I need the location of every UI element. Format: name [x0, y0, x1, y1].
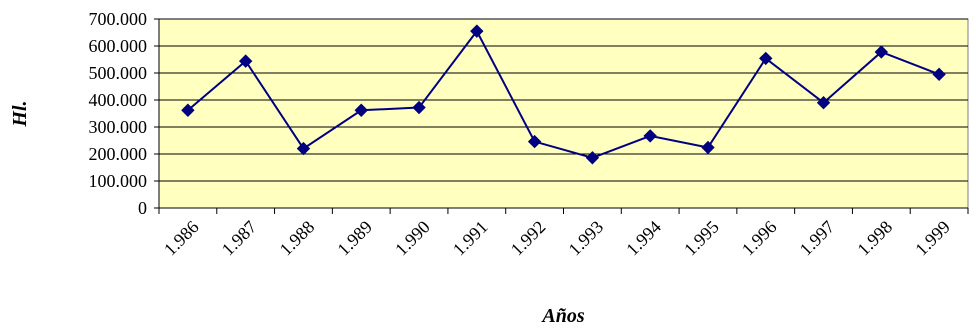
y-axis-ticks: 0 100.000 200.000 300.000 400.000 500.000 600.… — [89, 9, 159, 218]
data-point-marker — [759, 51, 773, 66]
x-axis-ticks: 1.986 1.987 1.988 1.989 1.990 1.991 1.992 1.993… — [158, 208, 969, 260]
data-point-marker — [527, 134, 542, 149]
y-tick-label: 300.000 — [89, 117, 148, 137]
x-tick-label: 1.997 — [796, 217, 839, 260]
x-tick-label: 1.996 — [738, 217, 781, 260]
data-point-marker — [412, 100, 426, 115]
x-tick-label: 1.992 — [507, 217, 550, 260]
data-point-marker — [874, 45, 889, 59]
x-tick-label: 1.988 — [276, 217, 319, 260]
data-point-marker — [470, 24, 484, 38]
data-point-marker — [585, 151, 600, 165]
data-point-marker — [643, 129, 657, 143]
y-tick-label: 200.000 — [89, 144, 148, 164]
data-point-marker — [296, 141, 311, 156]
plot-area — [158, 18, 969, 209]
x-tick-label: 1.986 — [160, 217, 203, 260]
y-axis-title: Hl. — [9, 100, 31, 127]
y-tick-label: 100.000 — [89, 171, 148, 191]
data-point-marker — [354, 103, 368, 117]
x-tick-label: 1.995 — [680, 217, 723, 260]
data-point-marker — [238, 54, 253, 68]
data-point-marker — [932, 67, 946, 82]
y-tick-label: 500.000 — [89, 63, 148, 83]
x-tick-label: 1.987 — [218, 217, 261, 260]
data-point-marker — [701, 140, 715, 155]
x-tick-label: 1.993 — [564, 217, 607, 260]
y-tick-label: 600.000 — [89, 36, 148, 56]
data-point-marker — [816, 95, 831, 110]
y-tick-label: 0 — [138, 198, 147, 218]
x-tick-label: 1.994 — [622, 217, 665, 260]
x-tick-label: 1.989 — [333, 217, 376, 260]
series-line — [187, 29, 940, 159]
gridlines — [159, 18, 968, 182]
data-point-marker — [181, 103, 195, 117]
x-tick-label: 1.998 — [853, 217, 896, 260]
x-tick-label: 1.999 — [911, 217, 954, 260]
y-tick-label: 700.000 — [89, 9, 148, 29]
x-axis-title: Años — [540, 305, 584, 327]
y-tick-label: 400.000 — [89, 90, 148, 110]
x-tick-label: 1.990 — [391, 217, 434, 260]
x-tick-label: 1.991 — [449, 217, 492, 260]
series-markers — [181, 24, 946, 165]
